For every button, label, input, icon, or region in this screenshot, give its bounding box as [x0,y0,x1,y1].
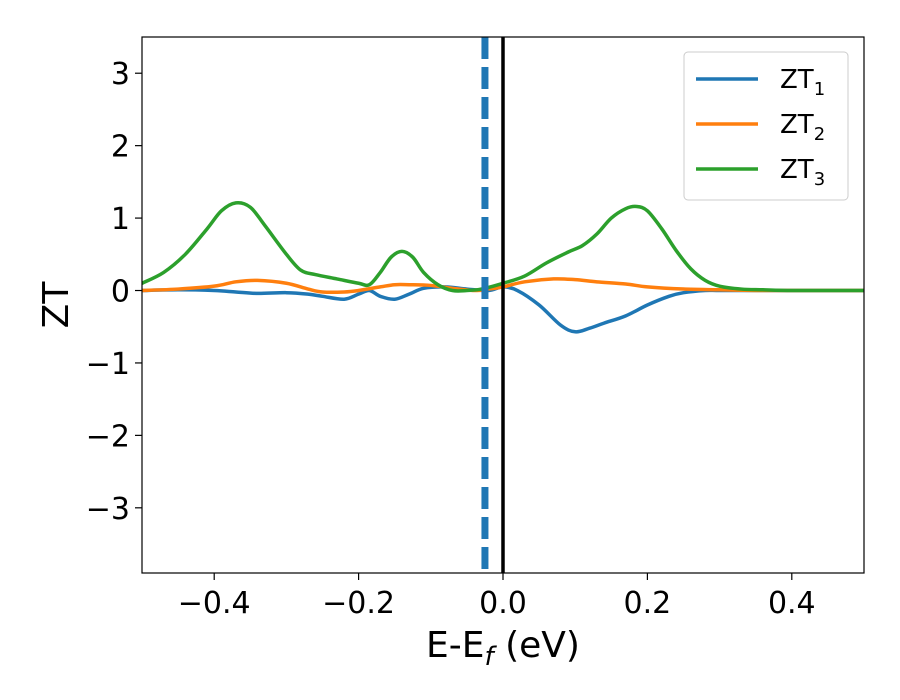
x-tick-label: 0.4 [768,586,816,621]
series-layer [142,200,864,334]
y-tick-label: −1 [86,347,130,382]
y-tick-label: 3 [111,57,130,92]
y-tick-label: −2 [86,419,130,454]
legend-box [683,51,849,201]
series-line-zt3 [142,200,864,293]
x-tick-label: 0.2 [624,586,672,621]
vertical-lines [481,37,505,573]
y-ticks: −3 −2 −1 0 1 2 3 [86,57,142,527]
x-tick-label: −0.2 [322,586,395,621]
x-axis-title-unit: (eV) [494,625,580,666]
y-tick-label: 1 [111,202,130,237]
x-tick-label: 0.0 [479,586,527,621]
y-tick-label: −3 [86,492,130,527]
legend-label: ZT2 [780,110,825,145]
y-axis-title: ZT [36,281,77,329]
legend: ZT1 ZT2 ZT3 [683,51,849,201]
x-tick-label: −0.4 [178,586,251,621]
x-axis-title-main: E-E [426,625,484,666]
x-axis-title: E-Ef (eV) [426,625,580,672]
y-tick-label: 2 [111,130,130,165]
x-ticks: −0.4 −0.2 0.0 0.2 0.4 [178,573,816,621]
y-tick-label: 0 [111,275,130,310]
legend-label: ZT3 [780,155,825,190]
legend-label: ZT1 [780,65,825,100]
